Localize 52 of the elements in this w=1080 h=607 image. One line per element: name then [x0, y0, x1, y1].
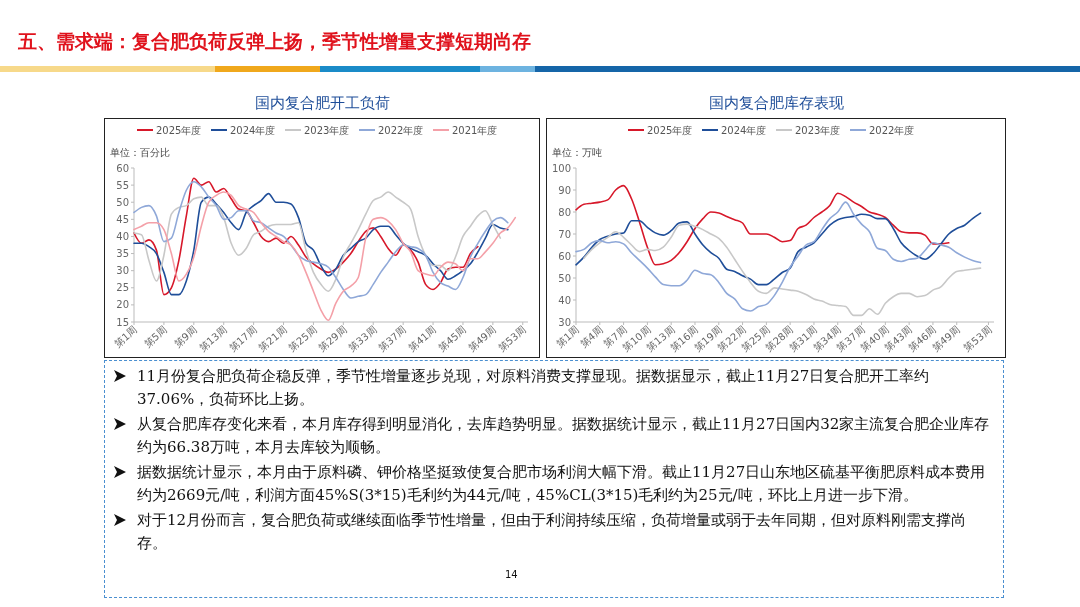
- line-series: [583, 223, 982, 317]
- y-axis-title: 单位：百分比: [110, 147, 170, 158]
- x-tick-label: 第21周: [256, 324, 289, 354]
- x-tick-label: 第53周: [961, 324, 994, 354]
- y-tick-label: 15: [116, 316, 129, 328]
- y-tick-label: 70: [558, 228, 571, 240]
- legend-label: 2022年度: [378, 124, 424, 136]
- legend-label: 2023年度: [795, 124, 841, 136]
- legend-label: 2022年度: [869, 124, 915, 136]
- x-tick-label: 第17周: [226, 324, 259, 354]
- y-tick-label: 20: [116, 299, 129, 311]
- chart-title: 国内复合肥库存表现: [708, 94, 844, 112]
- line-series: [575, 201, 982, 312]
- legend-label: 2025年度: [647, 124, 693, 136]
- y-axis-title: 单位：万吨: [552, 147, 602, 158]
- y-tick-label: 50: [116, 196, 129, 208]
- text: 14: [505, 569, 518, 581]
- y-tick-label: 35: [116, 248, 129, 260]
- x-tick-label: 第37周: [376, 324, 409, 354]
- chart-title: 国内复合肥开工负荷: [254, 94, 390, 112]
- y-tick-label: 30: [116, 265, 129, 277]
- legend-label: 2025年度: [156, 124, 202, 136]
- text: 11月份复合肥负荷企稳反弹，季节性增量逐步兑现，对原料消费支撑显现。据数据显示，截止11月27日复合肥开工率约37.06%，负荷环比上扬。: [137, 366, 931, 410]
- text: 从复合肥库存变化来看，本月库存得到明显消化，去库趋势明显。据数据统计显示，截止11月27日国内32家主流复合肥企业库存约为66.38万吨，本月去库较为顺畅。: [137, 414, 991, 458]
- y-tick-label: 100: [551, 162, 571, 174]
- y-tick-label: 60: [558, 250, 571, 262]
- x-tick-label: 第41周: [406, 324, 439, 354]
- x-tick-label: 第5周: [141, 324, 170, 350]
- legend-label: 2021年度: [452, 124, 498, 136]
- text: 五、需求端：复合肥负荷反弹上扬，季节性增量支撑短期尚存: [17, 30, 531, 52]
- y-tick-label: 40: [558, 294, 571, 306]
- line-series: [575, 184, 950, 266]
- x-tick-label: 第45周: [436, 324, 469, 354]
- legend-label: 2024年度: [230, 124, 276, 136]
- text: 对于12月份而言，复合肥负荷或继续面临季节性增量，但由于利润持续压缩，负荷增量或弱于去年同期，但对原料刚需支撑尚存。: [137, 510, 968, 554]
- x-tick-label: 第25周: [286, 324, 319, 354]
- y-tick-label: 50: [558, 272, 571, 284]
- y-tick-label: 80: [558, 206, 571, 218]
- line-series: [133, 191, 517, 322]
- text: 据数据统计显示，本月由于原料磷、钾价格坚挺致使复合肥市场利润大幅下滑。截止11月27日山东地区硫基平衡肥原料成本费用约为2669元/吨，利润方面45%S(3*15)毛利约为44元/吨，45%CL(3*15)毛利约为25元/吨，环比上月进一步下滑。: [137, 462, 987, 506]
- x-tick-label: 第33周: [346, 324, 379, 354]
- line-series: [575, 212, 982, 286]
- legend-label: 2024年度: [721, 124, 767, 136]
- y-tick-label: 30: [558, 316, 571, 328]
- y-tick-label: 55: [116, 179, 129, 191]
- x-tick-label: 第29周: [316, 324, 349, 354]
- legend-label: 2023年度: [304, 124, 350, 136]
- y-tick-label: 60: [116, 162, 129, 174]
- y-tick-label: 25: [116, 282, 129, 294]
- y-tick-label: 45: [116, 213, 129, 225]
- y-tick-label: 40: [116, 230, 129, 242]
- y-tick-label: 90: [558, 184, 571, 196]
